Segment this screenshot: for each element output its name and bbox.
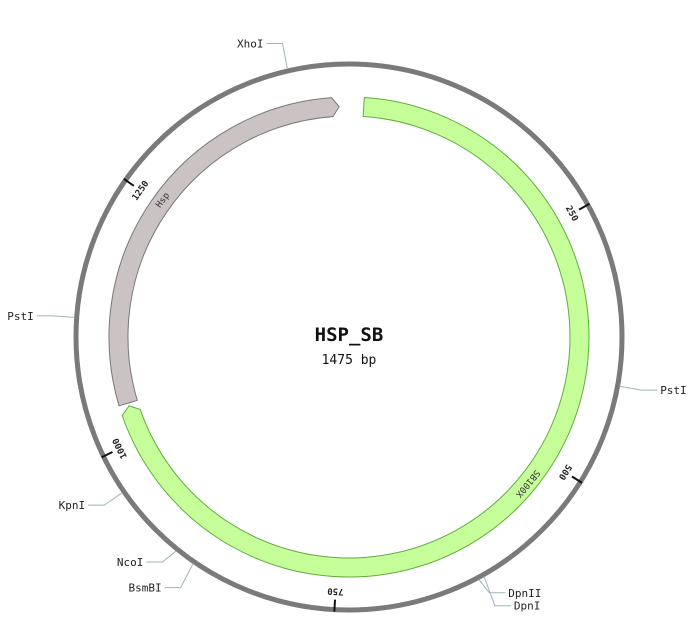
- tick-mark-500: [571, 475, 583, 484]
- tick-label-750: 750: [327, 585, 344, 596]
- site-psti-2[interactable]: PstI: [619, 384, 687, 397]
- tick-mark-750: [333, 599, 337, 612]
- site-connector: [36, 315, 75, 318]
- site-label: PstI: [660, 384, 687, 397]
- site-connector: [478, 579, 506, 594]
- site-ncoi-4[interactable]: NcoI: [117, 550, 177, 569]
- tick-mark-250: [578, 202, 591, 211]
- site-label: NcoI: [117, 556, 144, 569]
- tick-label-1000: 1000: [111, 436, 129, 460]
- site-bsmbi-5[interactable]: BsmBI: [129, 563, 194, 595]
- plasmid-size: 1475 bp: [322, 353, 377, 368]
- site-connector: [164, 563, 194, 589]
- site-connector: [88, 492, 123, 506]
- site-connector: [266, 43, 288, 70]
- site-label: XhoI: [237, 38, 264, 51]
- site-dpnii-6[interactable]: DpnII: [478, 579, 542, 600]
- backbone-circle: [73, 61, 625, 613]
- feature-hsp[interactable]: [108, 97, 340, 407]
- tick-mark-1250: [123, 178, 135, 187]
- site-psti-1[interactable]: PstI: [7, 310, 75, 323]
- site-connector: [483, 576, 511, 607]
- site-connector: [619, 385, 658, 391]
- tick-label-250: 250: [563, 204, 580, 223]
- site-label: DpnII: [508, 587, 541, 600]
- site-xhoi-0[interactable]: XhoI: [237, 38, 288, 70]
- plasmid-name: HSP_SB: [315, 324, 384, 346]
- site-dpni-7[interactable]: DpnI: [483, 576, 541, 613]
- site-label: KpnI: [59, 499, 86, 512]
- tick-mark-1000: [101, 451, 113, 459]
- tick-label-1250: 1250: [131, 179, 152, 202]
- site-label: DpnI: [514, 600, 541, 613]
- site-connector: [146, 550, 177, 563]
- tick-label-500: 500: [556, 462, 573, 481]
- site-label: BsmBI: [129, 582, 162, 595]
- site-label: PstI: [7, 310, 34, 323]
- site-kpni-3[interactable]: KpnI: [59, 492, 123, 512]
- feature-sb100x[interactable]: [121, 96, 590, 578]
